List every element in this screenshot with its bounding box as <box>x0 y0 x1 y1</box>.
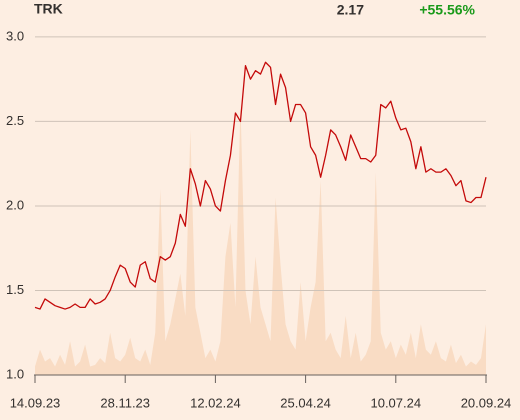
change: +55.56% <box>419 2 475 18</box>
y-tick-label: 2.0 <box>6 197 24 212</box>
x-tick-label: 10.07.24 <box>370 395 421 410</box>
x-tick-label: 25.04.24 <box>280 395 331 410</box>
x-tick-label: 12.02.24 <box>190 395 241 410</box>
ticker: TRK <box>34 1 63 17</box>
y-tick-label: 1.0 <box>6 366 24 381</box>
y-tick-label: 2.5 <box>6 113 24 128</box>
last-price: 2.17 <box>337 2 364 18</box>
price-line <box>34 61 487 310</box>
x-tick-label: 28.11.23 <box>100 395 150 410</box>
x-tick-label: 20.09.24 <box>461 395 512 410</box>
y-tick-label: 3.0 <box>6 28 24 43</box>
volume-area <box>35 104 486 376</box>
x-tick-label: 14.09.23 <box>10 395 61 410</box>
y-tick-label: 1.5 <box>6 282 24 297</box>
